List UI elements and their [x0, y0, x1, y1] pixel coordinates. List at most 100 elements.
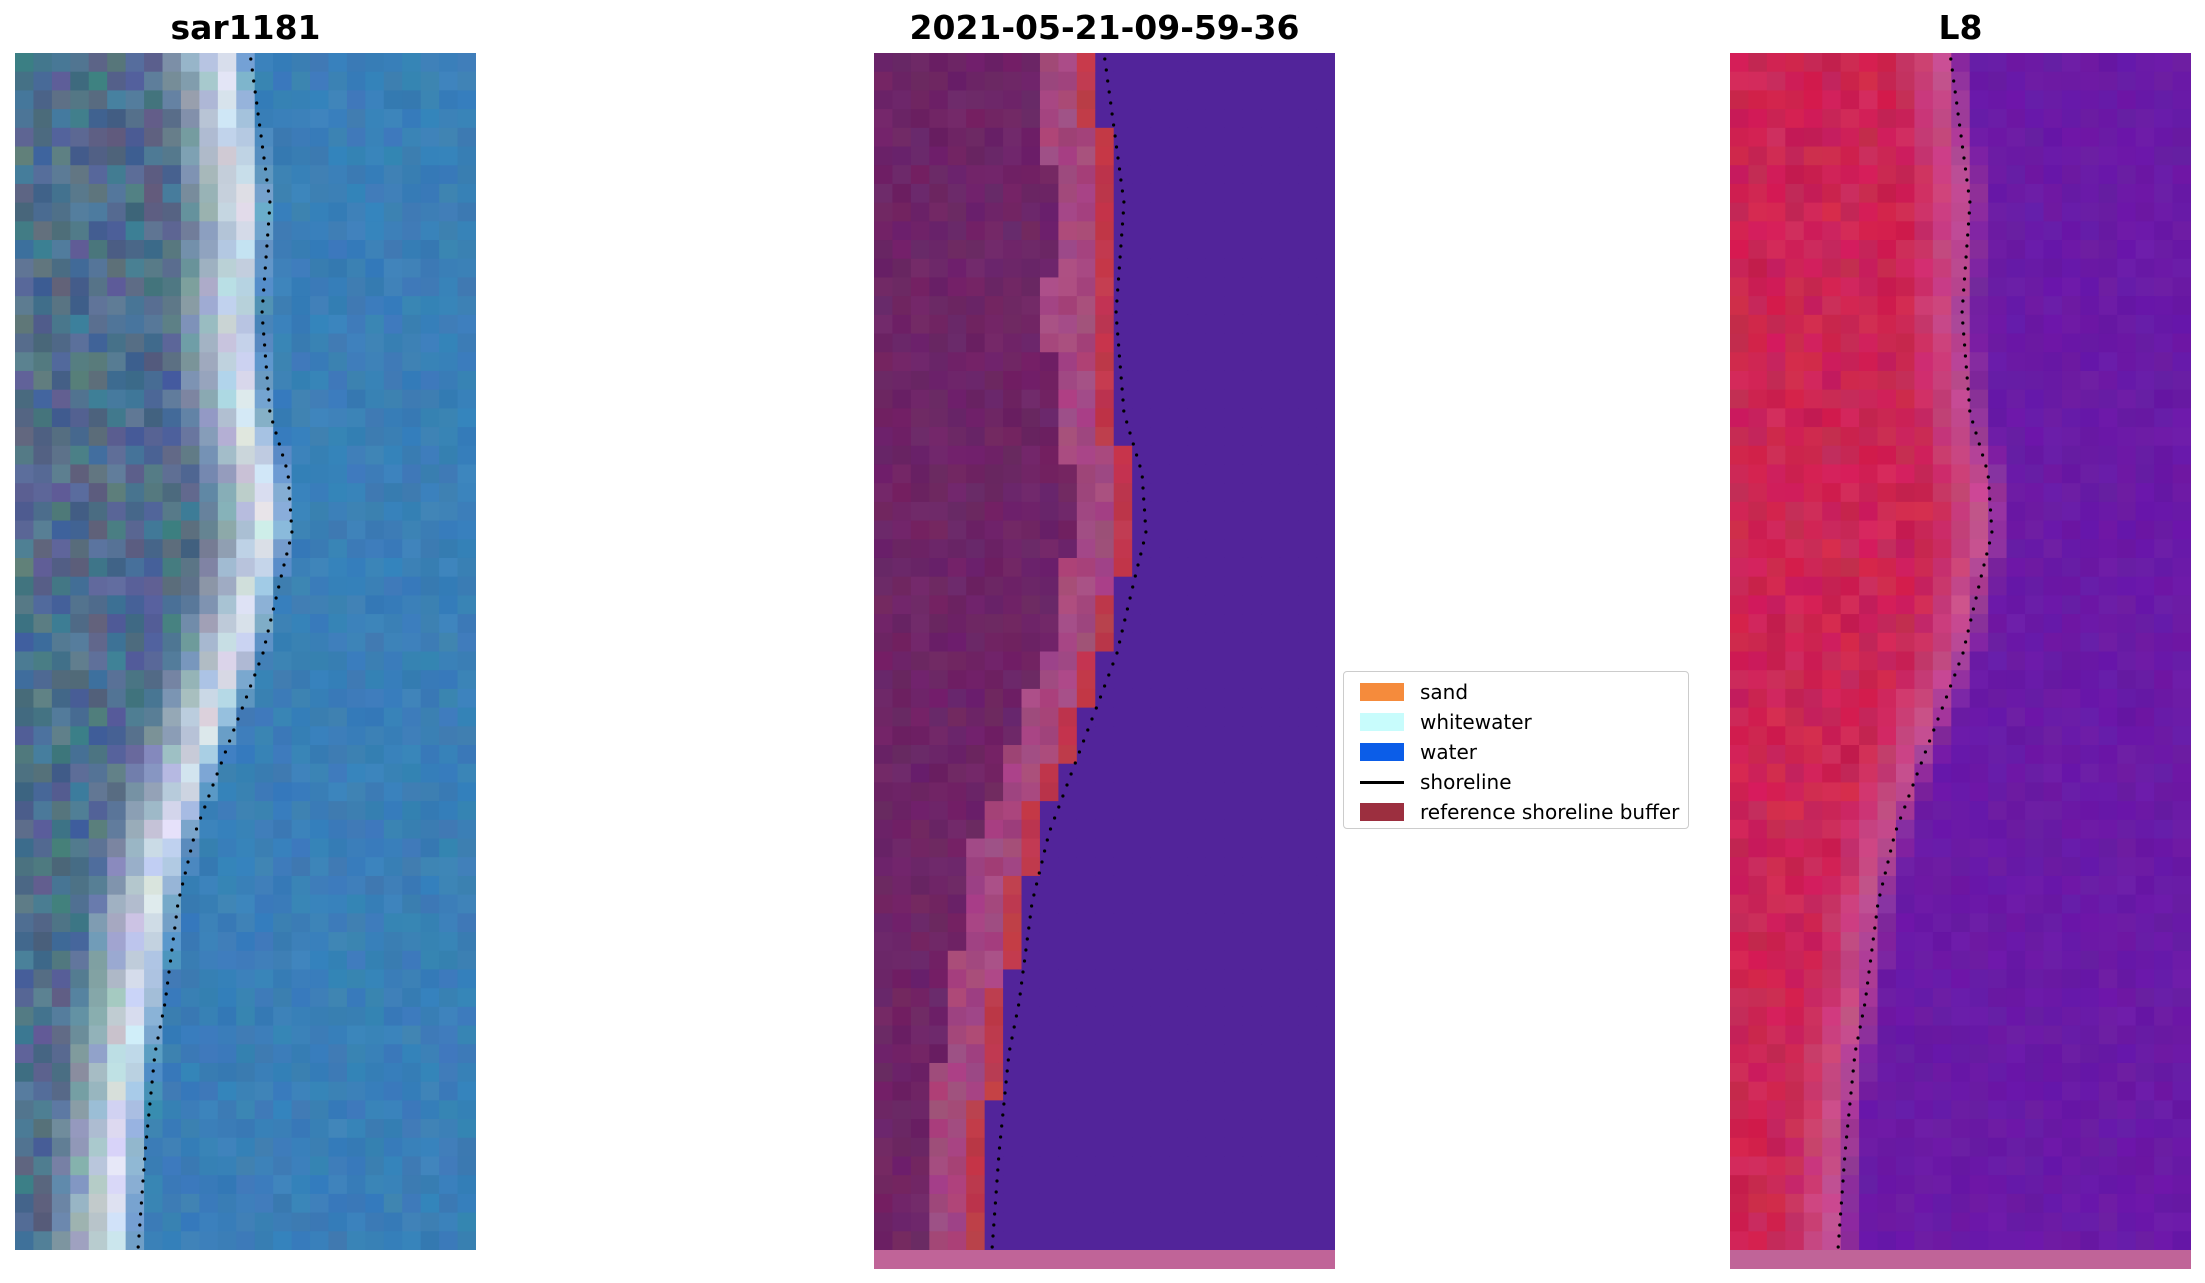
class-pixel [947, 258, 967, 279]
falsecolor-pixel [2080, 202, 2100, 222]
falsecolor-pixel [1988, 969, 2008, 989]
image-pixel [420, 801, 440, 821]
image-pixel [15, 932, 35, 952]
image-pixel [291, 221, 311, 241]
image-pixel [180, 932, 200, 952]
falsecolor-pixel [1840, 221, 1860, 241]
falsecolor-pixel [1730, 427, 1750, 447]
image-pixel [51, 782, 71, 802]
image-pixel [15, 1081, 35, 1101]
falsecolor-pixel [1859, 501, 1879, 522]
class-pixel [1261, 670, 1281, 690]
image-pixel [236, 1062, 256, 1083]
class-pixel [1298, 1137, 1318, 1158]
class-pixel [1132, 445, 1152, 466]
image-pixel [15, 1062, 35, 1083]
class-pixel [1095, 221, 1115, 241]
image-pixel [199, 988, 219, 1008]
image-pixel [328, 857, 348, 877]
falsecolor-pixel [1803, 838, 1823, 858]
image-pixel [107, 819, 127, 840]
falsecolor-pixel [2080, 221, 2100, 241]
class-pixel [929, 1081, 949, 1101]
image-pixel [180, 314, 200, 335]
falsecolor-pixel [1822, 240, 1842, 260]
image-pixel [310, 688, 330, 709]
class-pixel [1113, 221, 1133, 241]
falsecolor-pixel [1877, 1062, 1897, 1083]
image-pixel [402, 969, 422, 989]
falsecolor-pixel [2154, 427, 2174, 447]
class-pixel [1316, 875, 1335, 896]
falsecolor-pixel [2098, 763, 2118, 784]
image-pixel [51, 90, 71, 110]
falsecolor-pixel [2098, 894, 2118, 914]
falsecolor-pixel [2043, 277, 2063, 297]
class-pixel [1021, 801, 1041, 821]
class-pixel [1205, 801, 1225, 821]
falsecolor-pixel [1951, 1006, 1971, 1027]
image-pixel [88, 296, 108, 316]
image-pixel [439, 988, 459, 1008]
class-pixel [1187, 745, 1207, 765]
falsecolor-pixel [1988, 763, 2008, 784]
class-pixel [1039, 1025, 1059, 1045]
image-pixel [162, 221, 182, 241]
class-pixel [1003, 71, 1023, 91]
image-pixel [144, 932, 164, 952]
falsecolor-pixel [2135, 1081, 2155, 1101]
image-pixel [217, 296, 237, 316]
class-pixel [1039, 127, 1059, 148]
class-pixel [929, 221, 949, 241]
falsecolor-pixel [1859, 146, 1879, 166]
class-pixel [984, 520, 1004, 540]
image-pixel [402, 1119, 422, 1139]
class-pixel [1021, 1175, 1041, 1195]
class-pixel [892, 370, 912, 391]
falsecolor-pixel [1877, 745, 1897, 765]
falsecolor-pixel [1895, 1212, 1915, 1232]
image-pixel [365, 1119, 385, 1139]
falsecolor-pixel [1803, 932, 1823, 952]
falsecolor-pixel [2006, 314, 2026, 335]
class-pixel [910, 146, 930, 166]
class-pixel [1095, 333, 1115, 353]
class-pixel [1316, 1006, 1335, 1027]
falsecolor-pixel [1932, 427, 1952, 447]
falsecolor-pixel [1932, 763, 1952, 784]
class-pixel [1113, 857, 1133, 877]
class-pixel [947, 1006, 967, 1027]
falsecolor-pixel [1822, 333, 1842, 353]
falsecolor-pixel [1748, 595, 1768, 615]
image-pixel [346, 146, 366, 166]
image-pixel [180, 53, 200, 73]
image-pixel [291, 670, 311, 690]
image-pixel [88, 90, 108, 110]
falsecolor-pixel [2135, 146, 2155, 166]
image-pixel [254, 819, 274, 840]
falsecolor-pixel [1785, 146, 1805, 166]
image-pixel [402, 483, 422, 503]
image-pixel [383, 221, 403, 241]
falsecolor-pixel [2135, 1062, 2155, 1083]
image-pixel [70, 950, 90, 971]
falsecolor-pixel [1803, 408, 1823, 428]
image-pixel [420, 1119, 440, 1139]
image-pixel [107, 127, 127, 148]
class-pixel [1316, 969, 1335, 989]
falsecolor-pixel [1969, 333, 1989, 353]
falsecolor-pixel [2172, 221, 2191, 241]
image-pixel [144, 53, 164, 73]
class-pixel [984, 913, 1004, 933]
image-pixel [254, 165, 274, 185]
class-pixel [1058, 240, 1078, 260]
class-pixel [1169, 296, 1189, 316]
falsecolor-pixel [1748, 913, 1768, 933]
image-pixel [144, 1231, 164, 1250]
class-pixel [929, 71, 949, 91]
class-pixel [1242, 1137, 1262, 1158]
class-pixel [1224, 389, 1244, 409]
falsecolor-pixel [1932, 352, 1952, 372]
falsecolor-pixel [1895, 913, 1915, 933]
falsecolor-pixel [2098, 1137, 2118, 1158]
